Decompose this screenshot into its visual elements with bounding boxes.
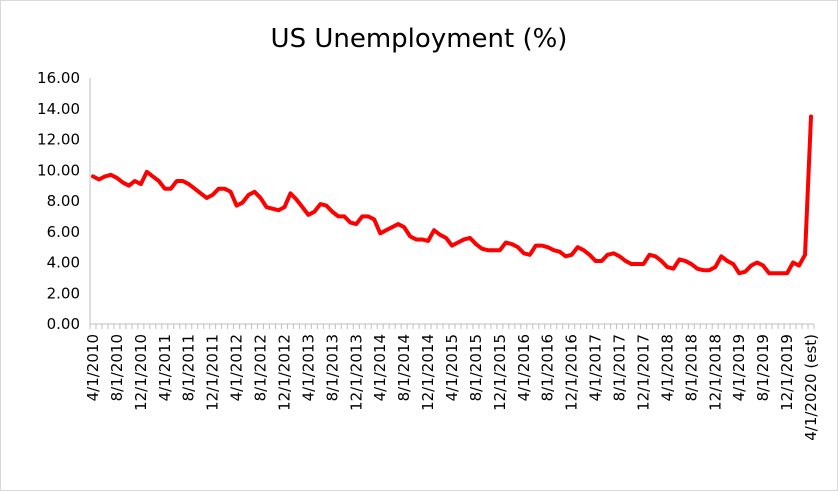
x-tick-label: 8/1/2011 (180, 334, 198, 401)
y-tick-label: 0.00 (47, 315, 80, 333)
y-tick-label: 16.00 (37, 69, 80, 87)
y-tick-label: 12.00 (37, 131, 80, 149)
y-tick-label: 14.00 (37, 100, 80, 118)
x-tick-label: 12/1/2017 (634, 334, 652, 411)
x-tick-label: 12/1/2012 (275, 334, 293, 411)
x-tick-label: 4/1/2011 (156, 334, 174, 401)
x-tick-label: 8/1/2013 (323, 334, 341, 401)
y-tick-label: 6.00 (47, 223, 80, 241)
y-tick-label: 10.00 (37, 161, 80, 179)
x-tick-label: 8/1/2014 (395, 334, 413, 401)
x-tick-label: 4/1/2020 (est) (802, 334, 820, 441)
y-tick-label: 2.00 (47, 284, 80, 302)
unemployment-line (90, 114, 814, 276)
y-tick-label: 4.00 (47, 254, 80, 272)
x-tick-label: 12/1/2010 (132, 334, 150, 411)
x-tick-label: 12/1/2013 (347, 334, 365, 411)
x-tick-label: 4/1/2013 (299, 334, 317, 401)
x-tick-label: 4/1/2012 (228, 334, 246, 401)
x-tick-label: 12/1/2019 (778, 334, 796, 411)
series-group (90, 114, 814, 276)
x-tick-label: 4/1/2019 (730, 334, 748, 401)
chart-title: US Unemployment (%) (271, 24, 568, 54)
x-tick-label: 12/1/2014 (419, 334, 437, 411)
x-tick-label: 4/1/2017 (587, 334, 605, 401)
x-tick-label: 12/1/2015 (491, 334, 509, 411)
x-tick-label: 8/1/2015 (467, 334, 485, 401)
x-tick-label: 4/1/2014 (371, 334, 389, 401)
x-tick-label: 8/1/2018 (682, 334, 700, 401)
x-tick-label: 12/1/2016 (563, 334, 581, 411)
x-tick-label: 4/1/2016 (515, 334, 533, 401)
x-tick-label: 12/1/2011 (204, 334, 222, 411)
y-tick-labels: 0.00 2.00 4.00 6.00 8.00 10.00 12.00 14.00 16.00 (37, 69, 80, 333)
x-tick-labels: 4/1/2010 8/1/2010 12/1/2010 4/1/2011 8/1/201… (84, 334, 820, 441)
x-tick-label: 8/1/2019 (754, 334, 772, 401)
x-tick-label: 8/1/2010 (108, 334, 126, 401)
x-tick-label: 4/1/2010 (84, 334, 102, 401)
x-tick-label: 4/1/2018 (658, 334, 676, 401)
y-tick-label: 8.00 (47, 192, 80, 210)
x-tick-label: 12/1/2018 (706, 334, 724, 411)
x-tick-label: 8/1/2017 (611, 334, 629, 401)
x-tick-label: 4/1/2015 (443, 334, 461, 401)
x-tick-label: 8/1/2016 (539, 334, 557, 401)
axes (89, 78, 815, 329)
x-tick-label: 8/1/2012 (252, 334, 270, 401)
